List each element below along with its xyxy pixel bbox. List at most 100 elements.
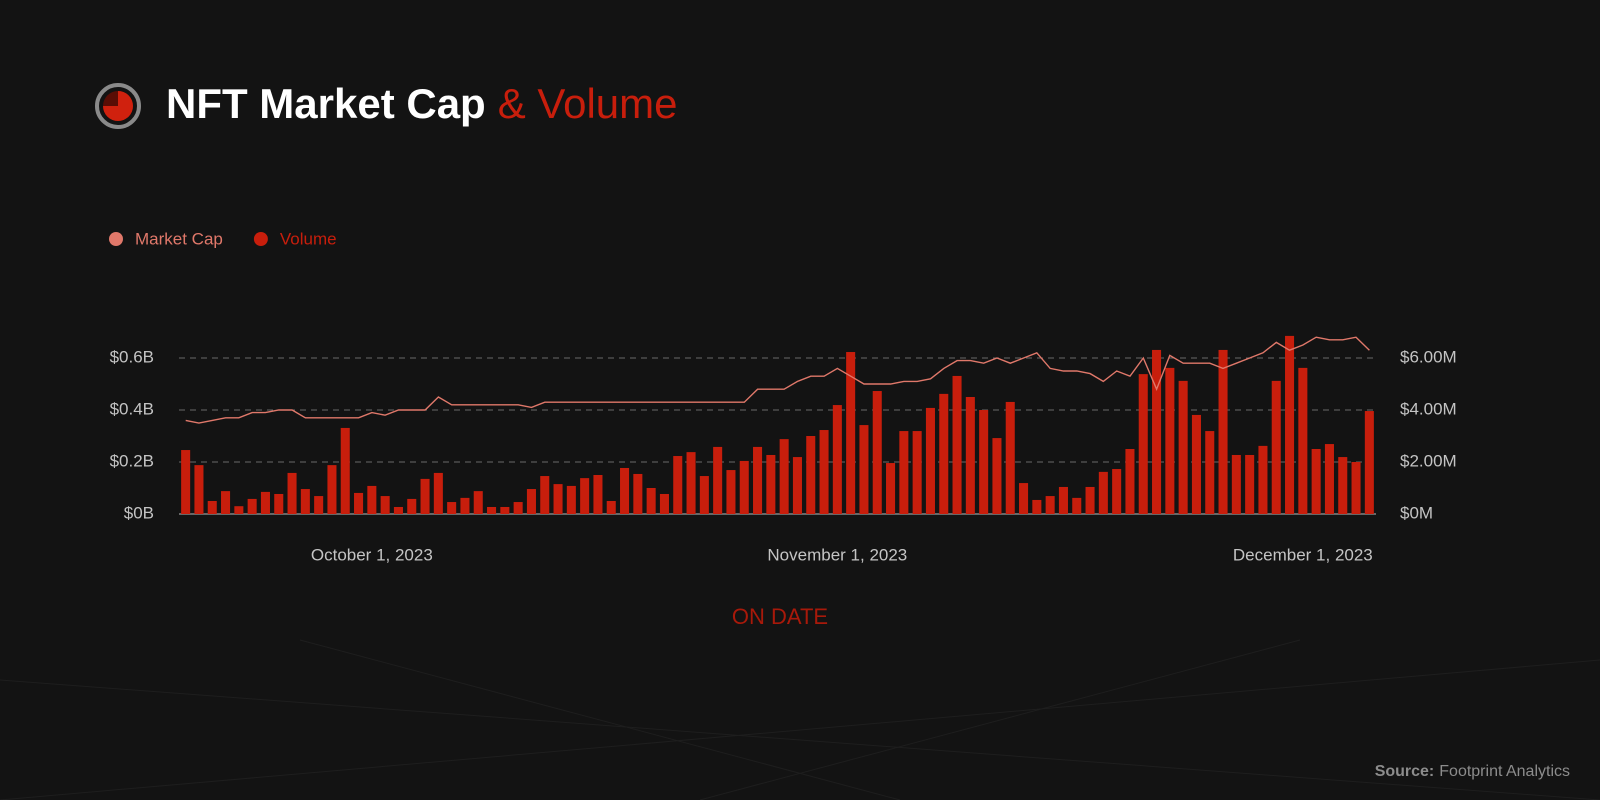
volume-bar: [433, 472, 443, 514]
x-tick-label: October 1, 2023: [311, 545, 433, 564]
volume-bar: [260, 491, 270, 514]
volume-bar: [300, 489, 310, 514]
x-axis-label: ON DATE: [732, 604, 828, 629]
source-name: Footprint Analytics: [1439, 763, 1570, 780]
volume-bar: [194, 465, 204, 514]
y2-tick-label: $6.00M: [1400, 347, 1457, 366]
y-tick-label: $0.4B: [110, 399, 154, 418]
volume-bar: [699, 476, 709, 514]
volume-bar: [1324, 444, 1334, 514]
y2-tick-label: $0M: [1400, 503, 1433, 522]
volume-bar: [899, 431, 909, 514]
volume-bar: [806, 436, 816, 514]
volume-bar: [1019, 483, 1029, 514]
volume-bar: [380, 496, 390, 514]
volume-bar: [1005, 401, 1015, 514]
volume-bar: [580, 478, 590, 514]
chart-title: NFT Market Cap & Volume: [166, 80, 678, 127]
volume-bar: [753, 446, 763, 514]
source: Source: Footprint Analytics: [1375, 763, 1570, 780]
volume-bar: [1058, 486, 1068, 514]
volume-bar: [1125, 449, 1135, 514]
pattern-line: [0, 659, 1600, 800]
title-highlight: & Volume: [498, 80, 678, 127]
volume-bar: [832, 405, 842, 514]
volume-bar: [1231, 454, 1241, 514]
volume-bar: [673, 456, 683, 514]
volume-bar: [221, 491, 231, 514]
logo: [95, 83, 141, 129]
source-label: Source:: [1375, 763, 1435, 780]
volume-bar: [1338, 457, 1348, 514]
volume-bar: [553, 484, 563, 514]
volume-bar: [939, 393, 949, 514]
volume-bar: [287, 472, 297, 514]
volume-bar: [1098, 471, 1108, 514]
volume-bar: [992, 438, 1002, 514]
y2-tick-label: $2.00M: [1400, 451, 1457, 470]
volume-bar: [1045, 496, 1055, 514]
volume-bar: [952, 375, 962, 514]
volume-bar: [327, 465, 337, 514]
volume-bar: [726, 470, 736, 514]
volume-bar: [1191, 414, 1201, 514]
volume-bar: [846, 352, 856, 514]
volume-bar: [1285, 335, 1295, 514]
volume-bar: [1085, 486, 1095, 514]
volume-bar: [965, 397, 975, 514]
volume-bar: [779, 439, 789, 514]
volume-bar: [713, 446, 723, 514]
volume-bar: [1072, 497, 1082, 514]
y-tick-label: $0.6B: [110, 347, 154, 366]
logo-slice: [103, 91, 133, 121]
y-tick-label: $0.2B: [110, 451, 154, 470]
volume-bar: [1112, 469, 1122, 514]
volume-bar: [247, 498, 257, 514]
volume-bar: [274, 493, 284, 514]
volume-bar: [540, 476, 550, 514]
volume-bar: [1258, 445, 1268, 514]
volume-bar: [739, 460, 749, 514]
volume-bar: [912, 431, 922, 514]
volume-bar: [686, 452, 696, 514]
volume-bar: [1152, 349, 1162, 514]
y-tick-label: $0B: [124, 503, 154, 522]
volume-bar: [1218, 349, 1228, 514]
volume-bar: [487, 506, 497, 514]
background-pattern: [0, 639, 1600, 800]
volume-bar: [872, 391, 882, 514]
volume-bar: [420, 478, 430, 514]
volume-bar: [513, 502, 523, 514]
x-tick-label: December 1, 2023: [1233, 545, 1373, 564]
legend: Market Cap Volume: [109, 229, 337, 248]
volume-bar: [354, 492, 364, 514]
volume-bar: [606, 501, 616, 514]
logo-ring: [95, 83, 141, 129]
volume-bar: [1032, 499, 1042, 514]
market-cap-line: [185, 336, 1370, 424]
volume-bar: [766, 454, 776, 514]
volume-bar: [646, 488, 656, 514]
volume-bar: [234, 506, 244, 514]
volume-bar: [393, 506, 403, 514]
volume-bar: [979, 410, 989, 514]
volume-bar: [925, 407, 935, 514]
volume-bar: [633, 473, 643, 514]
volume-bar: [1205, 431, 1215, 514]
volume-bar: [500, 506, 510, 514]
volume-bar: [1165, 367, 1175, 514]
volume-bar: [566, 485, 576, 514]
legend-marker: [109, 232, 123, 246]
volume-bar: [460, 497, 470, 514]
volume-bar: [314, 496, 324, 514]
volume-bar: [792, 457, 802, 514]
volume-bar: [659, 493, 669, 514]
volume-bar: [1311, 449, 1321, 514]
legend-label: Market Cap: [135, 229, 223, 248]
volume-bar: [1364, 411, 1374, 514]
volume-bar: [473, 491, 483, 514]
volume-bar: [207, 501, 217, 514]
pattern-line: [699, 639, 1301, 800]
volume-bar: [1351, 462, 1361, 514]
